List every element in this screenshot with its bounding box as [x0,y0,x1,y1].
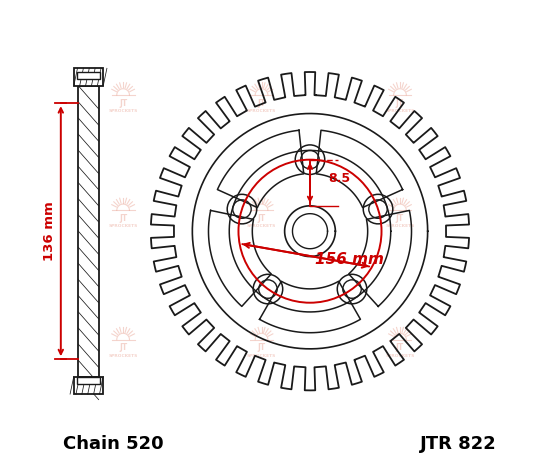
Text: SPROCKETS: SPROCKETS [385,354,414,358]
Text: JT: JT [258,343,265,353]
Text: JT: JT [119,343,127,353]
Text: JT: JT [258,99,265,108]
Text: SPROCKETS: SPROCKETS [109,224,138,228]
Text: 156 mm: 156 mm [315,252,384,268]
Text: Chain 520: Chain 520 [63,435,164,453]
Text: SPROCKETS: SPROCKETS [247,224,276,228]
Text: SPROCKETS: SPROCKETS [109,354,138,358]
Text: SPROCKETS: SPROCKETS [247,109,276,113]
Text: SPROCKETS: SPROCKETS [247,354,276,358]
Text: JT: JT [119,214,127,223]
Bar [78,86,99,376]
Bar [77,376,100,383]
Text: SPROCKETS: SPROCKETS [385,224,414,228]
Text: JT: JT [258,214,265,223]
Text: JT: JT [396,343,404,353]
Text: 8.5: 8.5 [329,172,351,184]
Text: JTR 822: JTR 822 [420,435,497,453]
Text: JT: JT [119,99,127,108]
Text: SPROCKETS: SPROCKETS [385,109,414,113]
Text: JT: JT [396,214,404,223]
Text: JT: JT [396,99,404,108]
Bar [74,376,103,394]
Bar [77,72,100,79]
Text: 136 mm: 136 mm [43,201,56,261]
Text: SPROCKETS: SPROCKETS [109,109,138,113]
Bar [74,68,103,86]
